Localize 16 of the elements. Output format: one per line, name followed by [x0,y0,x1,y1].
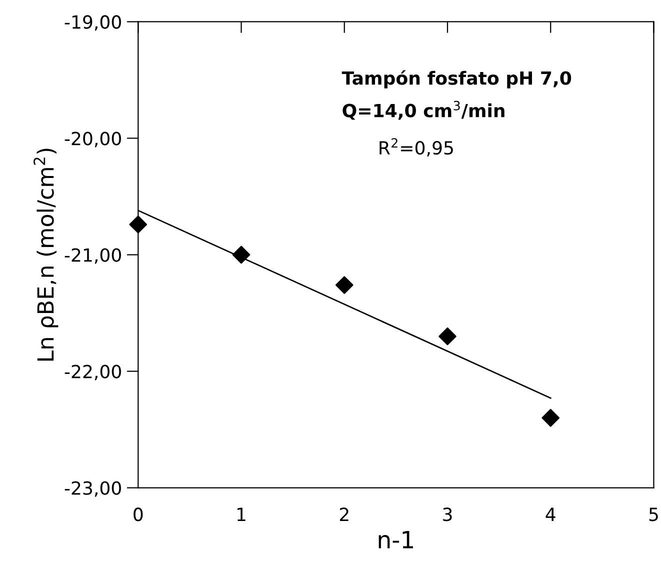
x-tick-label: 5 [649,508,658,522]
annotation: Q=14,0 cm$^{3}$/min [342,100,504,120]
y-tick-label: -23,00 [64,481,121,497]
x-tick-label: 3 [443,508,452,522]
annotation: R$^{2}$=0,95 [380,138,453,157]
x-tick-label: 4 [546,508,556,521]
y-axis-title: Ln ρBE,n (mol/cm$^{2}$) [34,148,58,361]
annotation: Tampón fosfato pH 7,0 [342,70,572,88]
y-tick-label: -19,00 [64,15,121,31]
y-tick-label: -20,00 [64,132,121,148]
x-tick-label: 2 [340,508,348,521]
x-tick-label: 0 [134,508,143,522]
y-tick-label: -22,00 [64,364,121,380]
x-axis-title: n-1 [378,531,414,548]
y-tick-label: -21,00 [64,248,121,264]
x-tick-label: 1 [238,508,246,521]
